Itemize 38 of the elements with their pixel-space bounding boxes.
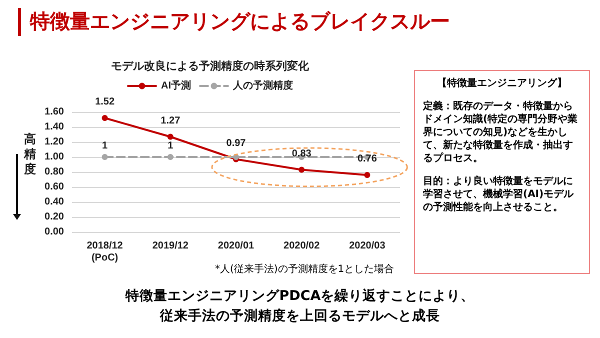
y-tick-label: 1.20 <box>44 136 64 148</box>
chart-title: 特徴量エンジニアリングによるブレイクスルー <box>30 8 450 35</box>
y-tick-label: 1.00 <box>44 152 64 162</box>
y-tick-label: 1.40 <box>44 122 64 132</box>
y-tick-label: 0.40 <box>44 196 64 208</box>
point <box>167 134 174 140</box>
text: *人(従来手法)の予測精度を1とした場合 <box>215 262 394 276</box>
y-axis-title: 高精度 <box>24 132 37 177</box>
y-tick-label: 0.80 <box>44 166 64 178</box>
data-label: 0.76 <box>357 154 378 164</box>
text: 特徴量エンジニアリングPDCAを繰り返すことにより、 <box>125 288 475 304</box>
x-tick-label: 2020/01 <box>218 240 255 252</box>
point <box>102 115 108 121</box>
data-label: 1.27 <box>160 115 181 126</box>
x-tick-label: 2020/02 <box>284 240 320 252</box>
y-tick-label: 1.60 <box>44 106 64 118</box>
legend-label: AI予測 <box>161 80 191 92</box>
data-label: 1.52 <box>95 96 115 108</box>
text: 【特徴量エンジニアリング】 <box>436 77 568 90</box>
data-label: 1 <box>168 140 174 152</box>
x-tick-label: 2019/12 <box>152 240 189 252</box>
data-label: 0.97 <box>226 138 246 149</box>
chart-subtitle: モデル改良による予測精度の時系列変化 <box>111 60 310 72</box>
point <box>364 172 370 178</box>
point <box>298 166 305 173</box>
x-tick-label: 2018/12 (PoC) <box>86 240 124 264</box>
point <box>167 154 174 160</box>
legend-label: 人の予測精度 <box>232 80 293 92</box>
y-tick-label: 0.20 <box>44 212 64 222</box>
y-tick-label: 0.60 <box>44 182 64 192</box>
text: 目的：より良い特徴量をモデルに学習させて、機械学習(AI)モデルの予測性能を向上させること。 <box>423 175 575 214</box>
y-tick-label: 0.00 <box>44 226 64 238</box>
data-label: 0.83 <box>292 148 312 160</box>
text: 従来手法の予測精度を上回るモデルへと成長 <box>160 308 440 324</box>
data-label: 1 <box>102 140 108 152</box>
text: 定義：既存のデータ・特徴量からドメイン知識(特定の専門分野や業界についての知見)などを生かして、新たな特徴量を作成・抽出するプロセス。 <box>423 100 579 165</box>
point <box>102 154 108 160</box>
x-tick-label: 2020/03 <box>349 240 386 252</box>
